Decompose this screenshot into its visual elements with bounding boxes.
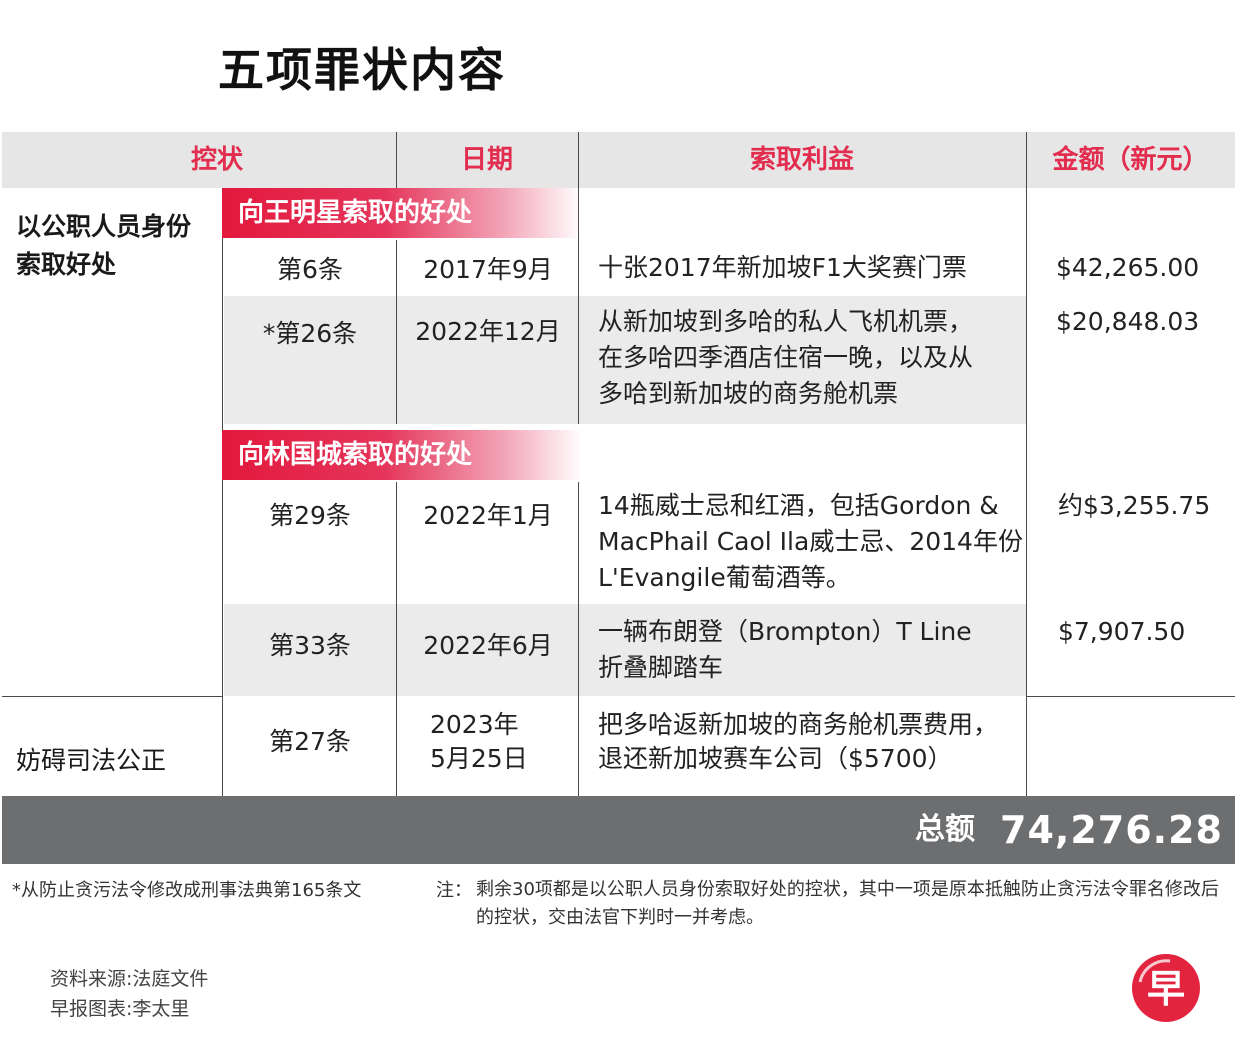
divider — [222, 188, 223, 796]
charges-table: 控状 日期 索取利益 金额（新元） 以公职人员身份 索取好处 妨碍司法公正 向王… — [2, 132, 1235, 864]
source-line: 资料来源:法庭文件 — [50, 968, 209, 990]
row3-benefit: 14瓶威士忌和红酒，包括Gordon & MacPhail Caol Ila威士… — [598, 491, 1023, 592]
credit-line: 早报图表:李太里 — [50, 998, 190, 1020]
divider — [1026, 132, 1027, 188]
header-date: 日期 — [460, 145, 513, 175]
row1-charge: 第6条 — [277, 255, 343, 284]
row2-charge: *第26条 — [262, 319, 358, 348]
row5-date: 2023年 5月25日 — [430, 710, 528, 773]
footnote: *从防止贪污法令修改成刑事法典第165条文 — [12, 880, 362, 901]
page-title: 五项罪状内容 — [218, 43, 506, 97]
row3-charge: 第29条 — [269, 501, 351, 530]
header-charge: 控状 — [190, 145, 243, 175]
total-value: 74,276.28 — [1000, 808, 1223, 852]
logo-char: 早 — [1147, 967, 1185, 1011]
row-band — [224, 296, 1027, 424]
group-label-lin: 向林国城索取的好处 — [222, 430, 582, 480]
charge-type-solicit: 以公职人员身份 索取好处 — [16, 212, 192, 279]
row3-amount: 约$3,255.75 — [1058, 491, 1211, 520]
divider — [578, 132, 579, 188]
zaobao-logo-icon: 早 — [1132, 954, 1200, 1022]
header-amount: 金额（新元） — [1052, 145, 1209, 175]
total-bar: 总额 74,276.28 — [2, 796, 1235, 864]
header-benefit: 索取利益 — [749, 145, 854, 175]
row4-charge: 第33条 — [269, 631, 351, 660]
row2-benefit: 从新加坡到多哈的私人飞机机票， 在多哈四季酒店住宿一晚，以及从 多哈到新加坡的商… — [598, 307, 974, 408]
row4-amount: $7,907.50 — [1058, 617, 1186, 646]
total-label: 总额 — [915, 812, 975, 847]
row-band — [224, 604, 1027, 696]
row4-date: 2022年6月 — [423, 631, 553, 660]
group-label-wang: 向王明星索取的好处 — [222, 188, 582, 238]
row2-amount: $20,848.03 — [1056, 307, 1200, 336]
divider — [396, 132, 397, 188]
charge-type-obstruct: 妨碍司法公正 — [16, 746, 167, 775]
row1-amount: $42,265.00 — [1056, 253, 1200, 282]
divider — [578, 188, 579, 424]
divider — [396, 482, 397, 796]
divider — [396, 240, 397, 424]
divider — [578, 482, 579, 796]
row1-date: 2017年9月 — [423, 255, 553, 284]
divider — [1026, 188, 1027, 796]
table-header: 控状 日期 索取利益 金额（新元） — [2, 132, 1235, 188]
row5-benefit: 把多哈返新加坡的商务舱机票费用， 退还新加坡赛车公司（$5700） — [598, 710, 999, 773]
row1-benefit: 十张2017年新加坡F1大奖赛门票 — [598, 253, 967, 282]
divider — [2, 696, 222, 697]
divider — [1026, 696, 1235, 697]
note-label: 注： — [436, 880, 472, 901]
note-text: 剩余30项都是以公职人员身份索取好处的控状，其中一项是原本抵触防止贪污法令罪名修… — [476, 879, 1219, 928]
row5-charge: 第27条 — [269, 727, 351, 756]
row2-date: 2022年12月 — [415, 317, 561, 346]
row4-benefit: 一辆布朗登（Brompton）T Line 折叠脚踏车 — [598, 617, 972, 682]
row3-date: 2022年1月 — [423, 501, 553, 530]
